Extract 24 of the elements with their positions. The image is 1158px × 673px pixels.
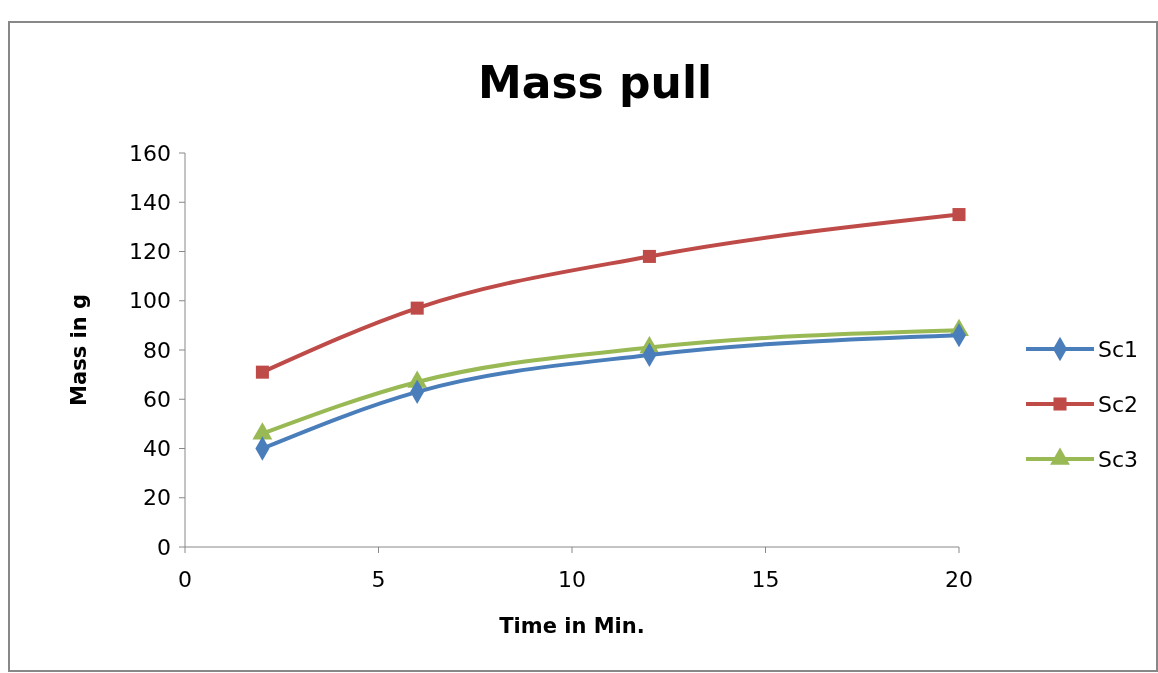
y-tick-label: 40: [143, 436, 171, 462]
x-tick-label: 20: [945, 567, 973, 592]
legend-label: Sc2: [1098, 391, 1139, 417]
y-axis-title: Mass in g: [67, 294, 91, 406]
x-tick-label: 5: [371, 567, 386, 592]
y-tick-label: 20: [143, 485, 171, 511]
x-axis-title: Time in Min.: [499, 614, 645, 638]
point: [255, 365, 269, 379]
y-tick-label: 120: [129, 239, 171, 265]
chart-title: Mass pull: [477, 57, 713, 108]
point: [952, 208, 966, 222]
y-tick-label: 80: [143, 337, 171, 363]
y-tick-label: 0: [157, 534, 171, 560]
y-tick-label: 140: [129, 189, 171, 215]
x-tick-label: 0: [178, 567, 192, 592]
point: [642, 249, 656, 263]
y-tick-label: 100: [129, 288, 171, 314]
y-tick-label: 60: [143, 386, 171, 412]
x-tick-label: 15: [751, 567, 780, 592]
legend-label: Sc3: [1098, 446, 1139, 472]
x-tick-label: 10: [558, 567, 586, 592]
legend-label: Sc1: [1098, 336, 1139, 362]
point: [410, 301, 424, 315]
y-tick-label: 160: [129, 140, 171, 166]
